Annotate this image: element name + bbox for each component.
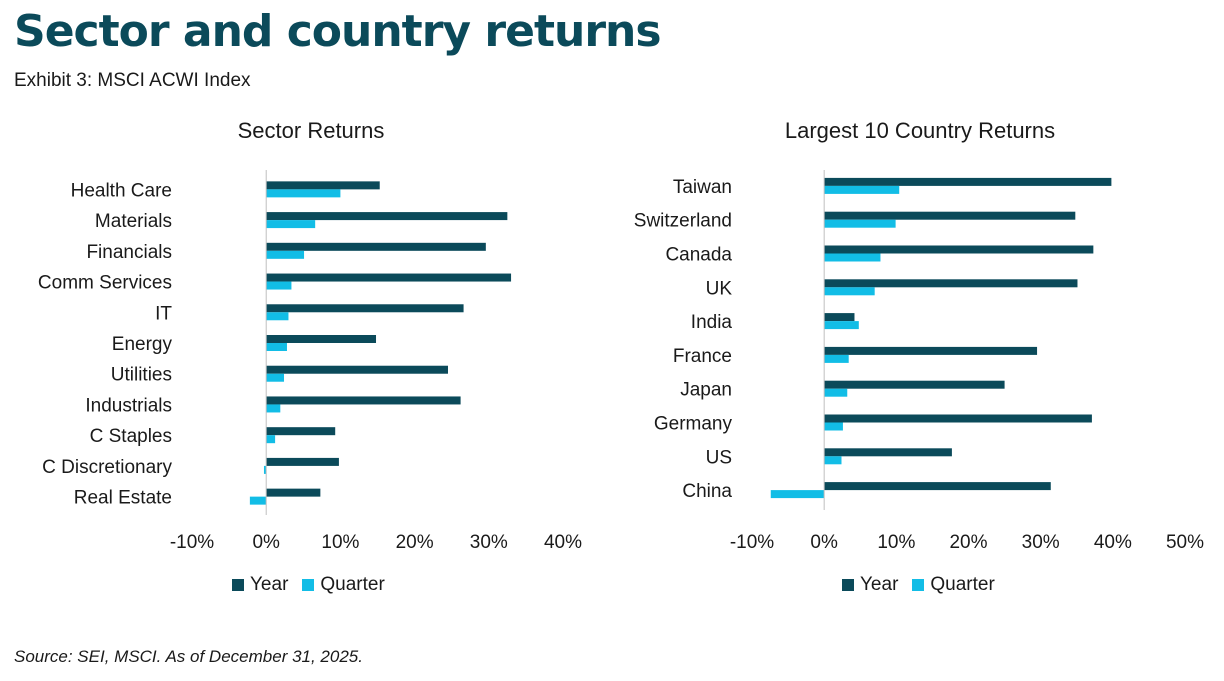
bar-quarter bbox=[824, 422, 843, 431]
bar-quarter bbox=[824, 253, 881, 262]
bar-year bbox=[824, 346, 1038, 355]
legend-swatch-quarter bbox=[302, 579, 315, 591]
bar-year bbox=[824, 448, 952, 457]
bar-year bbox=[266, 457, 339, 466]
bar-quarter bbox=[824, 185, 900, 194]
bar-quarter bbox=[266, 220, 316, 229]
category-label: Health Care bbox=[71, 180, 172, 201]
bar-quarter bbox=[824, 219, 896, 228]
bar-quarter bbox=[249, 496, 267, 505]
bar-quarter bbox=[266, 281, 292, 290]
legend-label-quarter: Quarter bbox=[930, 574, 995, 595]
bar-year bbox=[266, 273, 512, 282]
tick-label: 30% bbox=[470, 532, 508, 553]
sector-legend: Year Quarter bbox=[232, 574, 399, 596]
bar-year bbox=[266, 304, 464, 313]
page-title: Sector and country returns bbox=[14, 6, 662, 57]
tick-label: 30% bbox=[1022, 532, 1060, 553]
legend-label-year: Year bbox=[250, 574, 289, 595]
bar-quarter bbox=[266, 250, 305, 259]
category-label: India bbox=[691, 312, 733, 333]
bar-year bbox=[824, 245, 1094, 254]
bar-year bbox=[824, 177, 1112, 186]
bar-year bbox=[266, 181, 380, 190]
bar-quarter bbox=[824, 287, 875, 296]
bar-year bbox=[266, 488, 321, 497]
category-label: Germany bbox=[654, 414, 733, 435]
legend-item-year: Year bbox=[232, 574, 288, 596]
legend-item-quarter: Quarter bbox=[302, 574, 385, 596]
bar-quarter bbox=[824, 456, 842, 465]
bar-year bbox=[824, 211, 1076, 220]
category-label: UK bbox=[706, 278, 733, 299]
bar-quarter bbox=[266, 343, 287, 351]
tick-label: 20% bbox=[396, 532, 434, 553]
legend-swatch-quarter bbox=[912, 579, 925, 591]
bar-year bbox=[266, 335, 377, 343]
tick-label: 40% bbox=[544, 532, 582, 553]
bar-quarter bbox=[824, 321, 859, 330]
bar-quarter bbox=[824, 388, 848, 397]
bar-quarter bbox=[266, 312, 289, 321]
bar-year bbox=[824, 482, 1051, 491]
category-label: Materials bbox=[95, 211, 172, 232]
source-note: Source: SEI, MSCI. As of December 31, 20… bbox=[14, 647, 363, 666]
sector-chart-title: Sector Returns bbox=[237, 118, 385, 143]
legend-swatch-year bbox=[232, 579, 244, 591]
bar-year bbox=[824, 380, 1005, 389]
legend-item-quarter: Quarter bbox=[912, 574, 995, 596]
legend-label-year: Year bbox=[860, 574, 899, 595]
category-label: US bbox=[706, 447, 732, 468]
tick-label: 0% bbox=[810, 532, 838, 553]
category-label: Financials bbox=[86, 242, 172, 263]
category-label: C Discretionary bbox=[42, 457, 172, 478]
category-label: C Staples bbox=[90, 426, 172, 447]
category-label: IT bbox=[155, 303, 172, 324]
category-label: Real Estate bbox=[74, 488, 172, 509]
bar-year bbox=[266, 427, 336, 436]
bar-year bbox=[266, 212, 508, 221]
country-chart-title: Largest 10 Country Returns bbox=[784, 118, 1056, 143]
bar-quarter bbox=[770, 490, 825, 499]
legend-item-year: Year bbox=[842, 574, 898, 596]
bar-quarter bbox=[266, 404, 281, 413]
legend-swatch-year bbox=[842, 579, 854, 591]
bar-year bbox=[824, 313, 855, 322]
tick-label: 20% bbox=[949, 532, 987, 553]
bar-quarter bbox=[824, 354, 849, 363]
legend-label-quarter: Quarter bbox=[320, 574, 385, 595]
tick-label: 0% bbox=[252, 532, 280, 553]
tick-label: 50% bbox=[1166, 532, 1204, 553]
bar-quarter bbox=[266, 373, 285, 382]
country-legend: Year Quarter bbox=[842, 574, 1009, 596]
bar-quarter bbox=[266, 189, 341, 198]
category-label: Utilities bbox=[111, 365, 172, 386]
category-label: Energy bbox=[112, 334, 173, 355]
tick-label: 10% bbox=[877, 532, 915, 553]
category-label: Canada bbox=[665, 245, 732, 266]
page-subtitle: Exhibit 3: MSCI ACWI Index bbox=[14, 70, 251, 91]
bar-year bbox=[266, 365, 448, 374]
tick-label: -10% bbox=[730, 532, 774, 553]
category-label: Comm Services bbox=[38, 273, 172, 294]
bar-quarter bbox=[263, 465, 267, 474]
bar-year bbox=[824, 414, 1092, 423]
category-label: Switzerland bbox=[634, 211, 732, 232]
category-label: China bbox=[682, 481, 732, 502]
tick-label: 10% bbox=[321, 532, 359, 553]
category-label: Japan bbox=[680, 380, 732, 401]
bar-year bbox=[266, 396, 461, 405]
sector-returns-chart: Health Care Materials Financials Comm Servi… bbox=[38, 170, 582, 553]
tick-label: -10% bbox=[170, 532, 214, 553]
category-label: France bbox=[673, 346, 732, 367]
bar-year bbox=[266, 242, 486, 251]
country-returns-chart: Taiwan Switzerland Canada UK India France Japa… bbox=[634, 170, 1204, 553]
tick-label: 40% bbox=[1094, 532, 1132, 553]
bar-year bbox=[824, 279, 1078, 288]
category-label: Industrials bbox=[85, 395, 172, 416]
category-label: Taiwan bbox=[673, 177, 732, 198]
bar-quarter bbox=[266, 435, 276, 444]
